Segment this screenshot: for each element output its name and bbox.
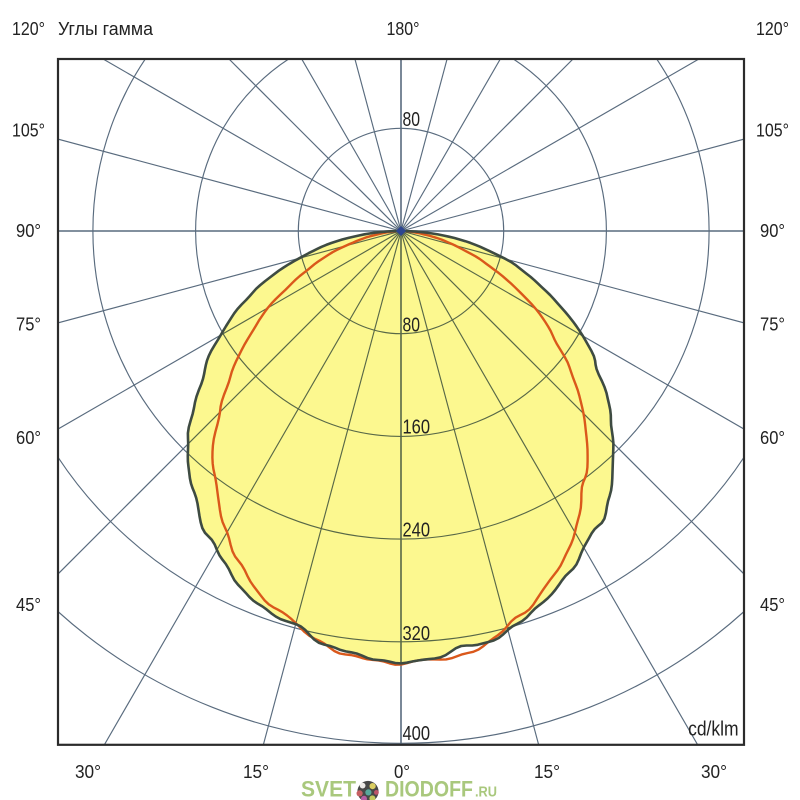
svg-text:75°: 75°: [760, 314, 785, 335]
svg-text:400: 400: [403, 723, 431, 745]
svg-text:120°: 120°: [12, 18, 45, 39]
svg-text:80: 80: [403, 315, 421, 337]
svg-text:180°: 180°: [387, 18, 420, 39]
svg-text:45°: 45°: [760, 594, 785, 615]
svg-text:SVET: SVET: [301, 777, 356, 800]
svg-text:90°: 90°: [16, 220, 41, 241]
svg-text:160: 160: [403, 416, 431, 438]
svg-text:320: 320: [403, 623, 431, 645]
svg-text:30°: 30°: [701, 761, 727, 782]
svg-text:30°: 30°: [75, 761, 101, 782]
svg-text:15°: 15°: [534, 761, 560, 782]
svg-text:Углы гамма: Углы гамма: [58, 18, 154, 39]
svg-text:80: 80: [403, 109, 421, 131]
svg-text:90°: 90°: [760, 220, 785, 241]
svg-text:75°: 75°: [16, 314, 41, 335]
svg-text:240: 240: [403, 520, 431, 542]
svg-text:15°: 15°: [243, 761, 269, 782]
svg-text:120°: 120°: [756, 18, 789, 39]
svg-text:45°: 45°: [16, 594, 41, 615]
svg-text:60°: 60°: [16, 427, 41, 448]
svg-text:DIODOFF: DIODOFF: [385, 777, 473, 800]
svg-text:.RU: .RU: [475, 785, 497, 800]
svg-text:cd/klm: cd/klm: [688, 718, 739, 740]
svg-text:105°: 105°: [756, 119, 789, 140]
svg-text:60°: 60°: [760, 427, 785, 448]
svg-text:0°: 0°: [394, 761, 410, 782]
svg-text:105°: 105°: [12, 119, 45, 140]
